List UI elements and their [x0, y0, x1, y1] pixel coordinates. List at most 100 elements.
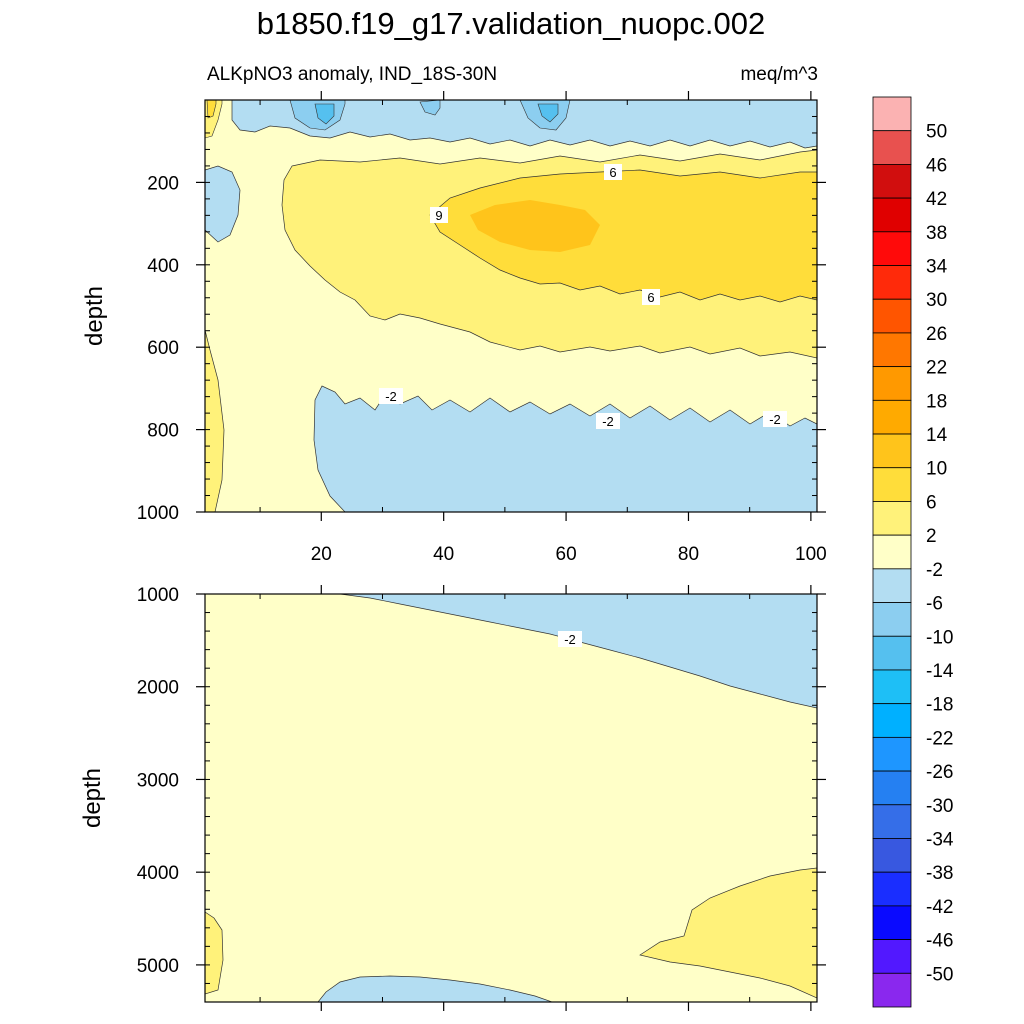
- contour-label-neg2b-text: -2: [602, 414, 614, 429]
- band-neg2-left: [205, 165, 241, 243]
- colorbar-swatch: [872, 703, 912, 738]
- band-pos6-surface: [206, 100, 217, 119]
- colorbar-level-label: -38: [926, 863, 953, 884]
- colorbar-swatch: [872, 838, 912, 873]
- colorbar-level-label: 50: [926, 122, 947, 143]
- colorbar-swatch: [872, 770, 912, 806]
- colorbar-level-label: 14: [926, 425, 948, 446]
- band-neg2-surface: [231, 100, 817, 149]
- colorbar-swatch: [872, 366, 912, 401]
- y-tick-label: 600: [147, 338, 179, 359]
- colorbar-swatch: [872, 467, 912, 502]
- colorbar-level-label: 18: [926, 391, 947, 412]
- colorbar-level-label: -18: [926, 695, 953, 716]
- colorbar-swatch: [872, 433, 912, 469]
- contour-label-neg2a: -2: [379, 388, 403, 404]
- colorbar-level-label: -42: [926, 897, 953, 918]
- y-tick-label: 400: [147, 256, 179, 277]
- y-tick-label: 800: [147, 421, 179, 442]
- y-tick-label: 2000: [137, 678, 179, 699]
- band-neg10-b: [537, 103, 559, 123]
- lower-panel-contours: -2: [205, 594, 817, 1002]
- colorbar-swatch: [872, 905, 912, 940]
- y-tick-label: 5000: [137, 956, 179, 977]
- y-tick-label: 3000: [137, 770, 179, 791]
- colorbar-swatch: [872, 130, 912, 165]
- contour-label-6b: 6: [642, 289, 660, 305]
- contour-label-neg2a-text: -2: [385, 389, 397, 404]
- colorbar-level-label: -6: [926, 594, 943, 615]
- axes: 20 40 60 80 100 200 400 600 800 1000 1000 2000 3000 4…: [137, 91, 827, 1011]
- colorbar-level-label: -34: [926, 829, 954, 850]
- colorbar-swatch: [872, 534, 912, 570]
- chart-units: meq/m^3: [740, 64, 818, 85]
- colorbar-swatch: [872, 568, 912, 603]
- y-tick-label: 1000: [137, 585, 179, 606]
- x-tick-label: 80: [678, 544, 699, 565]
- lower-ylabel: depth: [79, 768, 106, 828]
- contour-label-6a: 6: [604, 164, 622, 180]
- contour-label-neg2b: -2: [596, 413, 620, 429]
- x-tick-label: 100: [795, 544, 827, 565]
- colorbar: 50 46 42 38 34 30 26 22 18 14 10 6 2 -2 -6 -10 -14 -18 -22…: [872, 96, 954, 1008]
- band-pos2-bottom-left: [205, 911, 224, 995]
- colorbar-swatch: [872, 164, 912, 199]
- colorbar-level-label: 42: [926, 189, 947, 210]
- contour-label-lower-neg2-text: -2: [564, 632, 576, 647]
- colorbar-swatch: [872, 501, 912, 536]
- colorbar-swatch: [872, 197, 912, 233]
- colorbar-level-label: 6: [926, 492, 937, 513]
- colorbar-level-label: -2: [926, 560, 943, 581]
- upper-panel-frame: [204, 99, 818, 513]
- contour-label-6b-text: 6: [647, 290, 654, 305]
- colorbar-swatch: [872, 332, 912, 368]
- contour-label-neg2c-text: -2: [769, 412, 781, 427]
- colorbar-level-label: -22: [926, 728, 953, 749]
- colorbar-level-label: -30: [926, 796, 953, 817]
- colorbar-level-label: -26: [926, 762, 953, 783]
- x-tick-label: 40: [433, 544, 454, 565]
- band-neg2-deep: [313, 385, 817, 512]
- x-tick-label: 20: [311, 544, 332, 565]
- colorbar-swatch: [872, 871, 912, 907]
- colorbar-level-label: -10: [926, 627, 953, 648]
- colorbar-level-label: 22: [926, 358, 947, 379]
- colorbar-swatch: [872, 939, 912, 974]
- contour-label-6a-text: 6: [609, 165, 616, 180]
- contour-label-9: 9: [430, 207, 448, 223]
- chart-subtitle-left: ALKpNO3 anomaly, IND_18S-30N: [207, 64, 497, 85]
- x-tick-label: 60: [556, 544, 577, 565]
- colorbar-swatch: [872, 669, 912, 705]
- band-neg2-bottom: [317, 975, 553, 1002]
- colorbar-swatch: [872, 635, 912, 671]
- colorbar-level-label: -50: [926, 964, 953, 985]
- contour-label-lower-neg2: -2: [558, 631, 582, 647]
- colorbar-level-label: -14: [926, 661, 954, 682]
- y-tick-label: 4000: [137, 863, 179, 884]
- y-tick-label: 200: [147, 173, 179, 194]
- band-neg10-a: [314, 103, 335, 125]
- colorbar-swatch: [872, 96, 912, 132]
- upper-panel-contours: 6 9 6 -2 -2 -2: [205, 100, 817, 512]
- colorbar-swatch: [872, 736, 912, 772]
- band-neg2-upper-right: [339, 594, 817, 709]
- contour-label-9-text: 9: [435, 208, 442, 223]
- colorbar-swatch: [872, 231, 912, 266]
- band-pos2-bottom-right: [639, 867, 817, 999]
- band-pos10: [470, 200, 600, 252]
- colorbar-swatch: [872, 399, 912, 435]
- colorbar-level-label: 2: [926, 526, 937, 547]
- colorbar-swatch: [872, 972, 912, 1008]
- upper-ylabel: depth: [81, 286, 108, 346]
- colorbar-level-label: 10: [926, 459, 947, 480]
- colorbar-swatch: [872, 804, 912, 839]
- contour-label-neg2c: -2: [763, 411, 787, 427]
- colorbar-swatch: [872, 265, 912, 300]
- colorbar-level-label: 26: [926, 324, 947, 345]
- colorbar-level-label: -46: [926, 931, 953, 952]
- colorbar-swatch: [872, 602, 912, 637]
- colorbar-swatch: [872, 298, 912, 334]
- colorbar-level-label: 30: [926, 290, 947, 311]
- colorbar-level-label: 46: [926, 155, 947, 176]
